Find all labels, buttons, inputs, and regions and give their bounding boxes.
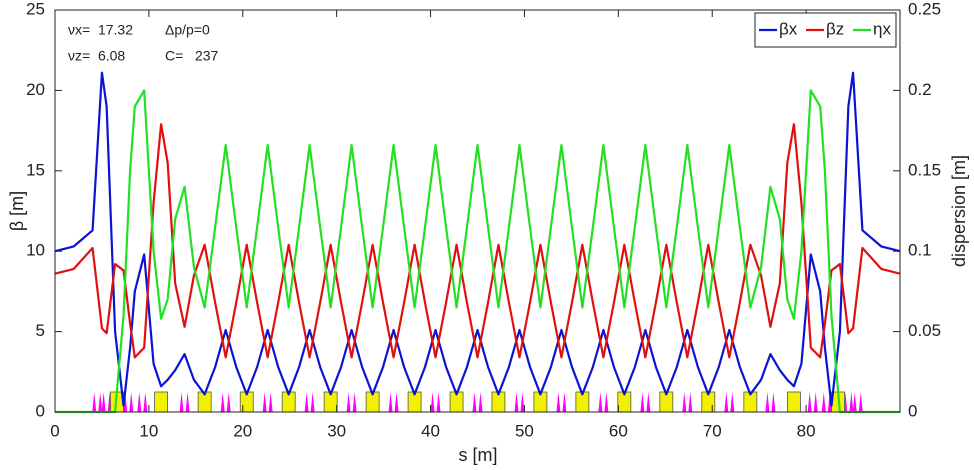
quadrupole [346,392,357,412]
dipole [787,391,801,413]
quadrupole [556,392,567,412]
series-line [54,123,901,359]
x-tick-label: 0 [50,421,59,440]
quadrupole [852,392,863,412]
x-tick-label: 10 [139,421,158,440]
quadrupole [843,392,854,412]
y2-tick-label: 0 [908,401,917,420]
x-tick-label: 70 [703,421,722,440]
y-tick-label: 15 [26,160,45,179]
legend-label: βx [779,19,798,38]
y-tick-label: 10 [26,241,45,260]
y2-axis-label: dispersion [m] [949,155,969,267]
dipole [154,391,168,413]
x-tick-label: 20 [233,421,252,440]
x-axis-label: s [m] [459,445,498,465]
legend-label: βz [826,19,844,38]
quadrupole [137,392,148,412]
series-line [55,89,900,414]
quadrupole [514,392,525,412]
y-axis-label: β [m] [7,191,27,231]
quadrupole [724,392,735,412]
y2-tick-label: 0.25 [908,0,941,18]
quadrupole [821,392,832,412]
quadrupole [682,392,693,412]
y2-tick-label: 0.05 [908,321,941,340]
y2-tick-label: 0.15 [908,160,941,179]
y-tick-label: 5 [36,321,45,340]
legend-box [754,12,897,48]
annotation: Δp/p=0 [165,22,210,38]
quadrupole [388,392,399,412]
plot-frame [54,9,901,413]
x-tick-label: 40 [421,421,440,440]
quadrupole [430,392,441,412]
quadrupole [598,392,609,412]
x-tick-label: 80 [797,421,816,440]
quadrupole [123,392,134,412]
quadrupole [765,392,776,412]
quadrupole [220,392,231,412]
annotation: νx= 17.32 [68,22,133,38]
y-tick-label: 0 [36,401,45,420]
annotation: νz= 6.08 [68,48,125,64]
quadrupole [101,392,112,412]
y2-tick-label: 0.2 [908,80,932,99]
quadrupole [92,392,103,412]
quadrupole [179,392,190,412]
y-tick-label: 25 [26,0,45,18]
legend-label: ηx [873,19,891,38]
y2-tick-label: 0.1 [908,241,932,260]
quadrupole [262,392,273,412]
x-tick-label: 60 [609,421,628,440]
quadrupole [304,392,315,412]
x-tick-label: 30 [327,421,346,440]
y-tick-label: 20 [26,80,45,99]
x-tick-label: 50 [515,421,534,440]
annotation: C= 237 [165,48,219,64]
series-line [54,71,901,407]
quadrupole [640,392,651,412]
quadrupole [472,392,483,412]
quadrupole [807,392,818,412]
